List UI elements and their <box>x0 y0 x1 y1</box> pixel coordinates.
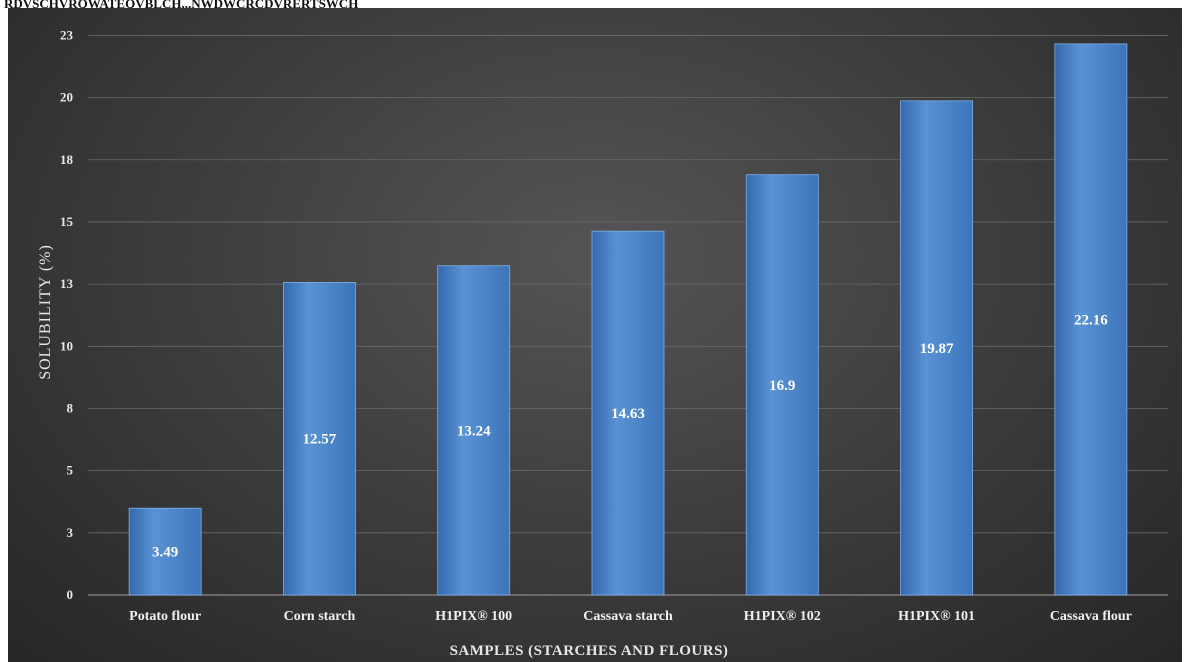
bar-value-label: 12.57 <box>303 432 337 448</box>
y-tick-label: 5 <box>67 463 74 478</box>
x-tick-label: Cassava flour <box>1050 609 1132 624</box>
y-tick-label: 18 <box>60 152 74 167</box>
bar <box>745 174 819 596</box>
bars: 3.49 12.57 13.24 14.63 16.9 19.87 22.16 <box>128 43 1128 596</box>
bar <box>283 281 356 596</box>
y-tick-label: 3 <box>67 525 74 540</box>
x-tick-label: H1PIX® 100 <box>435 609 512 624</box>
bar-value-label: 13.24 <box>457 423 491 439</box>
y-tick-label: 13 <box>60 276 74 291</box>
bar <box>437 265 511 596</box>
x-tick-label: H1PIX® 102 <box>744 609 821 624</box>
bar-value-label: 19.87 <box>920 341 954 357</box>
y-tick-label: 20 <box>60 90 73 105</box>
header-text-fragment: RDVSCHVRQWATEQVBLCH,,,NWDWCRCDVRERTSWCH <box>0 0 1191 10</box>
bar-value-label: 22.16 <box>1074 312 1108 328</box>
x-tick-label: Cassava starch <box>583 609 673 624</box>
y-tick-label: 15 <box>60 214 74 229</box>
y-tick-label: 10 <box>60 338 73 353</box>
bar <box>1054 43 1128 596</box>
bar <box>128 507 202 596</box>
bar-value-label: 3.49 <box>152 545 178 561</box>
y-axis-ticks: 0 3 5 8 10 13 15 18 20 23 <box>60 27 74 602</box>
y-tick-label: 0 <box>67 587 74 602</box>
bar-value-label: 14.63 <box>611 406 645 422</box>
x-axis-title: SAMPLES (STARCHES AND FLOURS) <box>450 643 729 659</box>
x-tick-label: Corn starch <box>284 609 356 624</box>
x-tick-label: H1PIX® 101 <box>898 609 975 624</box>
bar <box>900 100 973 596</box>
y-axis-title: SOLUBILITY (%) <box>37 244 54 380</box>
bar-value-label: 16.9 <box>769 378 795 394</box>
x-axis-ticks: Potato flour Corn starch H1PIX® 100 Cassava… <box>129 609 1132 624</box>
bar <box>591 230 665 596</box>
y-tick-label: 23 <box>60 27 74 42</box>
y-tick-label: 8 <box>67 400 74 415</box>
x-tick-label: Potato flour <box>129 609 201 624</box>
